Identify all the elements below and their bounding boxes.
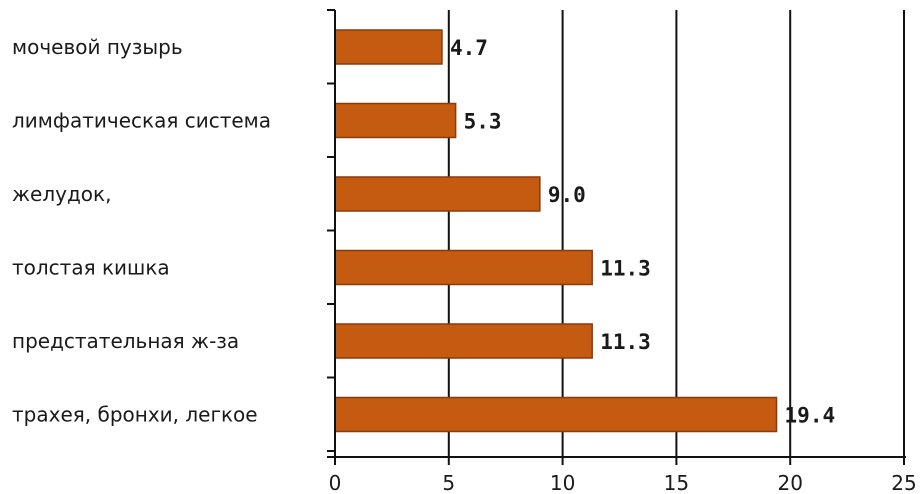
bar bbox=[334, 323, 593, 359]
x-tick-label: 0 bbox=[329, 471, 342, 494]
bar bbox=[334, 396, 778, 433]
data-label: 5.3 bbox=[464, 110, 502, 134]
data-label: 11.3 bbox=[600, 330, 651, 354]
data-label: 11.3 bbox=[600, 257, 651, 281]
category-label: предстательная ж-за bbox=[12, 329, 239, 353]
tick-labels: 0 5 10 15 20 25 bbox=[329, 471, 917, 494]
category-label: желудок, bbox=[12, 182, 111, 206]
data-label: 9.0 bbox=[548, 183, 586, 207]
axes bbox=[327, 9, 906, 465]
bar bbox=[334, 29, 443, 65]
category-label: мочевой пузырь bbox=[12, 35, 183, 59]
data-label: 4.7 bbox=[450, 36, 488, 60]
gridlines bbox=[447, 10, 905, 457]
category-label: лимфатическая система bbox=[12, 109, 271, 133]
x-tick-label: 10 bbox=[550, 471, 575, 494]
category-label: толстая кишка bbox=[12, 256, 170, 280]
x-tick-label: 25 bbox=[891, 471, 916, 494]
x-tick-label: 15 bbox=[664, 471, 689, 494]
x-tick-label: 20 bbox=[777, 471, 802, 494]
bar bbox=[334, 176, 541, 212]
bar bbox=[334, 102, 457, 139]
x-tick-label: 5 bbox=[442, 471, 455, 494]
data-label: 19.4 bbox=[785, 404, 836, 428]
bars bbox=[334, 29, 778, 433]
category-labels: мочевой пузырь лимфатическая система желуд… bbox=[12, 35, 271, 427]
value-labels: 4.7 5.3 9.0 11.3 11.3 19.4 bbox=[450, 36, 835, 428]
category-label: трахея, бронхи, легкое bbox=[12, 403, 258, 427]
bar bbox=[334, 249, 593, 286]
